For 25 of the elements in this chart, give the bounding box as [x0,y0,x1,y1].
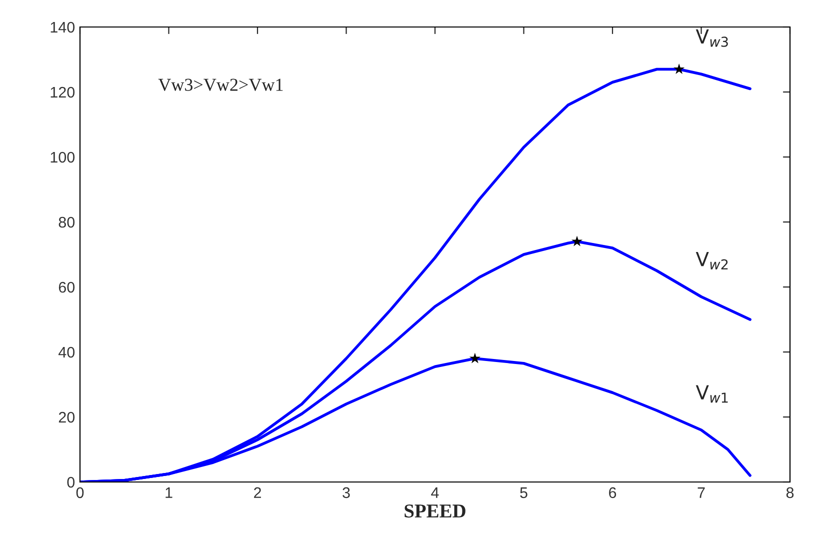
series-label: V$_{w2}$ [696,252,728,270]
series-label: V$_{w1}$ [696,385,728,403]
y-tick-label: 80 [58,216,75,228]
y-tick-label: 20 [58,412,75,423]
x-tick-label: 3 [342,487,350,498]
y-tick-label: 100 [50,152,75,163]
x-tick-label: 6 [609,487,616,498]
series-label: V$_{w3}$ [696,29,728,47]
y-tick-label: 40 [58,346,75,358]
y-tick-label: 120 [50,86,75,98]
x-axis-title: SPEED [404,504,466,518]
x-tick-label: 8 [786,487,794,498]
annotation: Vw3>Vw2>Vw1 [158,78,283,91]
point [674,63,685,74]
x-tick-label: 5 [520,487,528,498]
x-tick-label: 1 [166,487,172,498]
point [469,352,480,364]
x-tick-label: 7 [698,487,705,498]
y-tick-label: 140 [50,22,75,33]
y-tick-label: 60 [58,282,75,293]
x-tick-label: 2 [254,487,261,498]
y-tick-label: 0 [67,476,75,488]
x-tick-label: 0 [76,487,84,498]
x-tick-label: 4 [431,487,439,498]
point [571,236,583,246]
